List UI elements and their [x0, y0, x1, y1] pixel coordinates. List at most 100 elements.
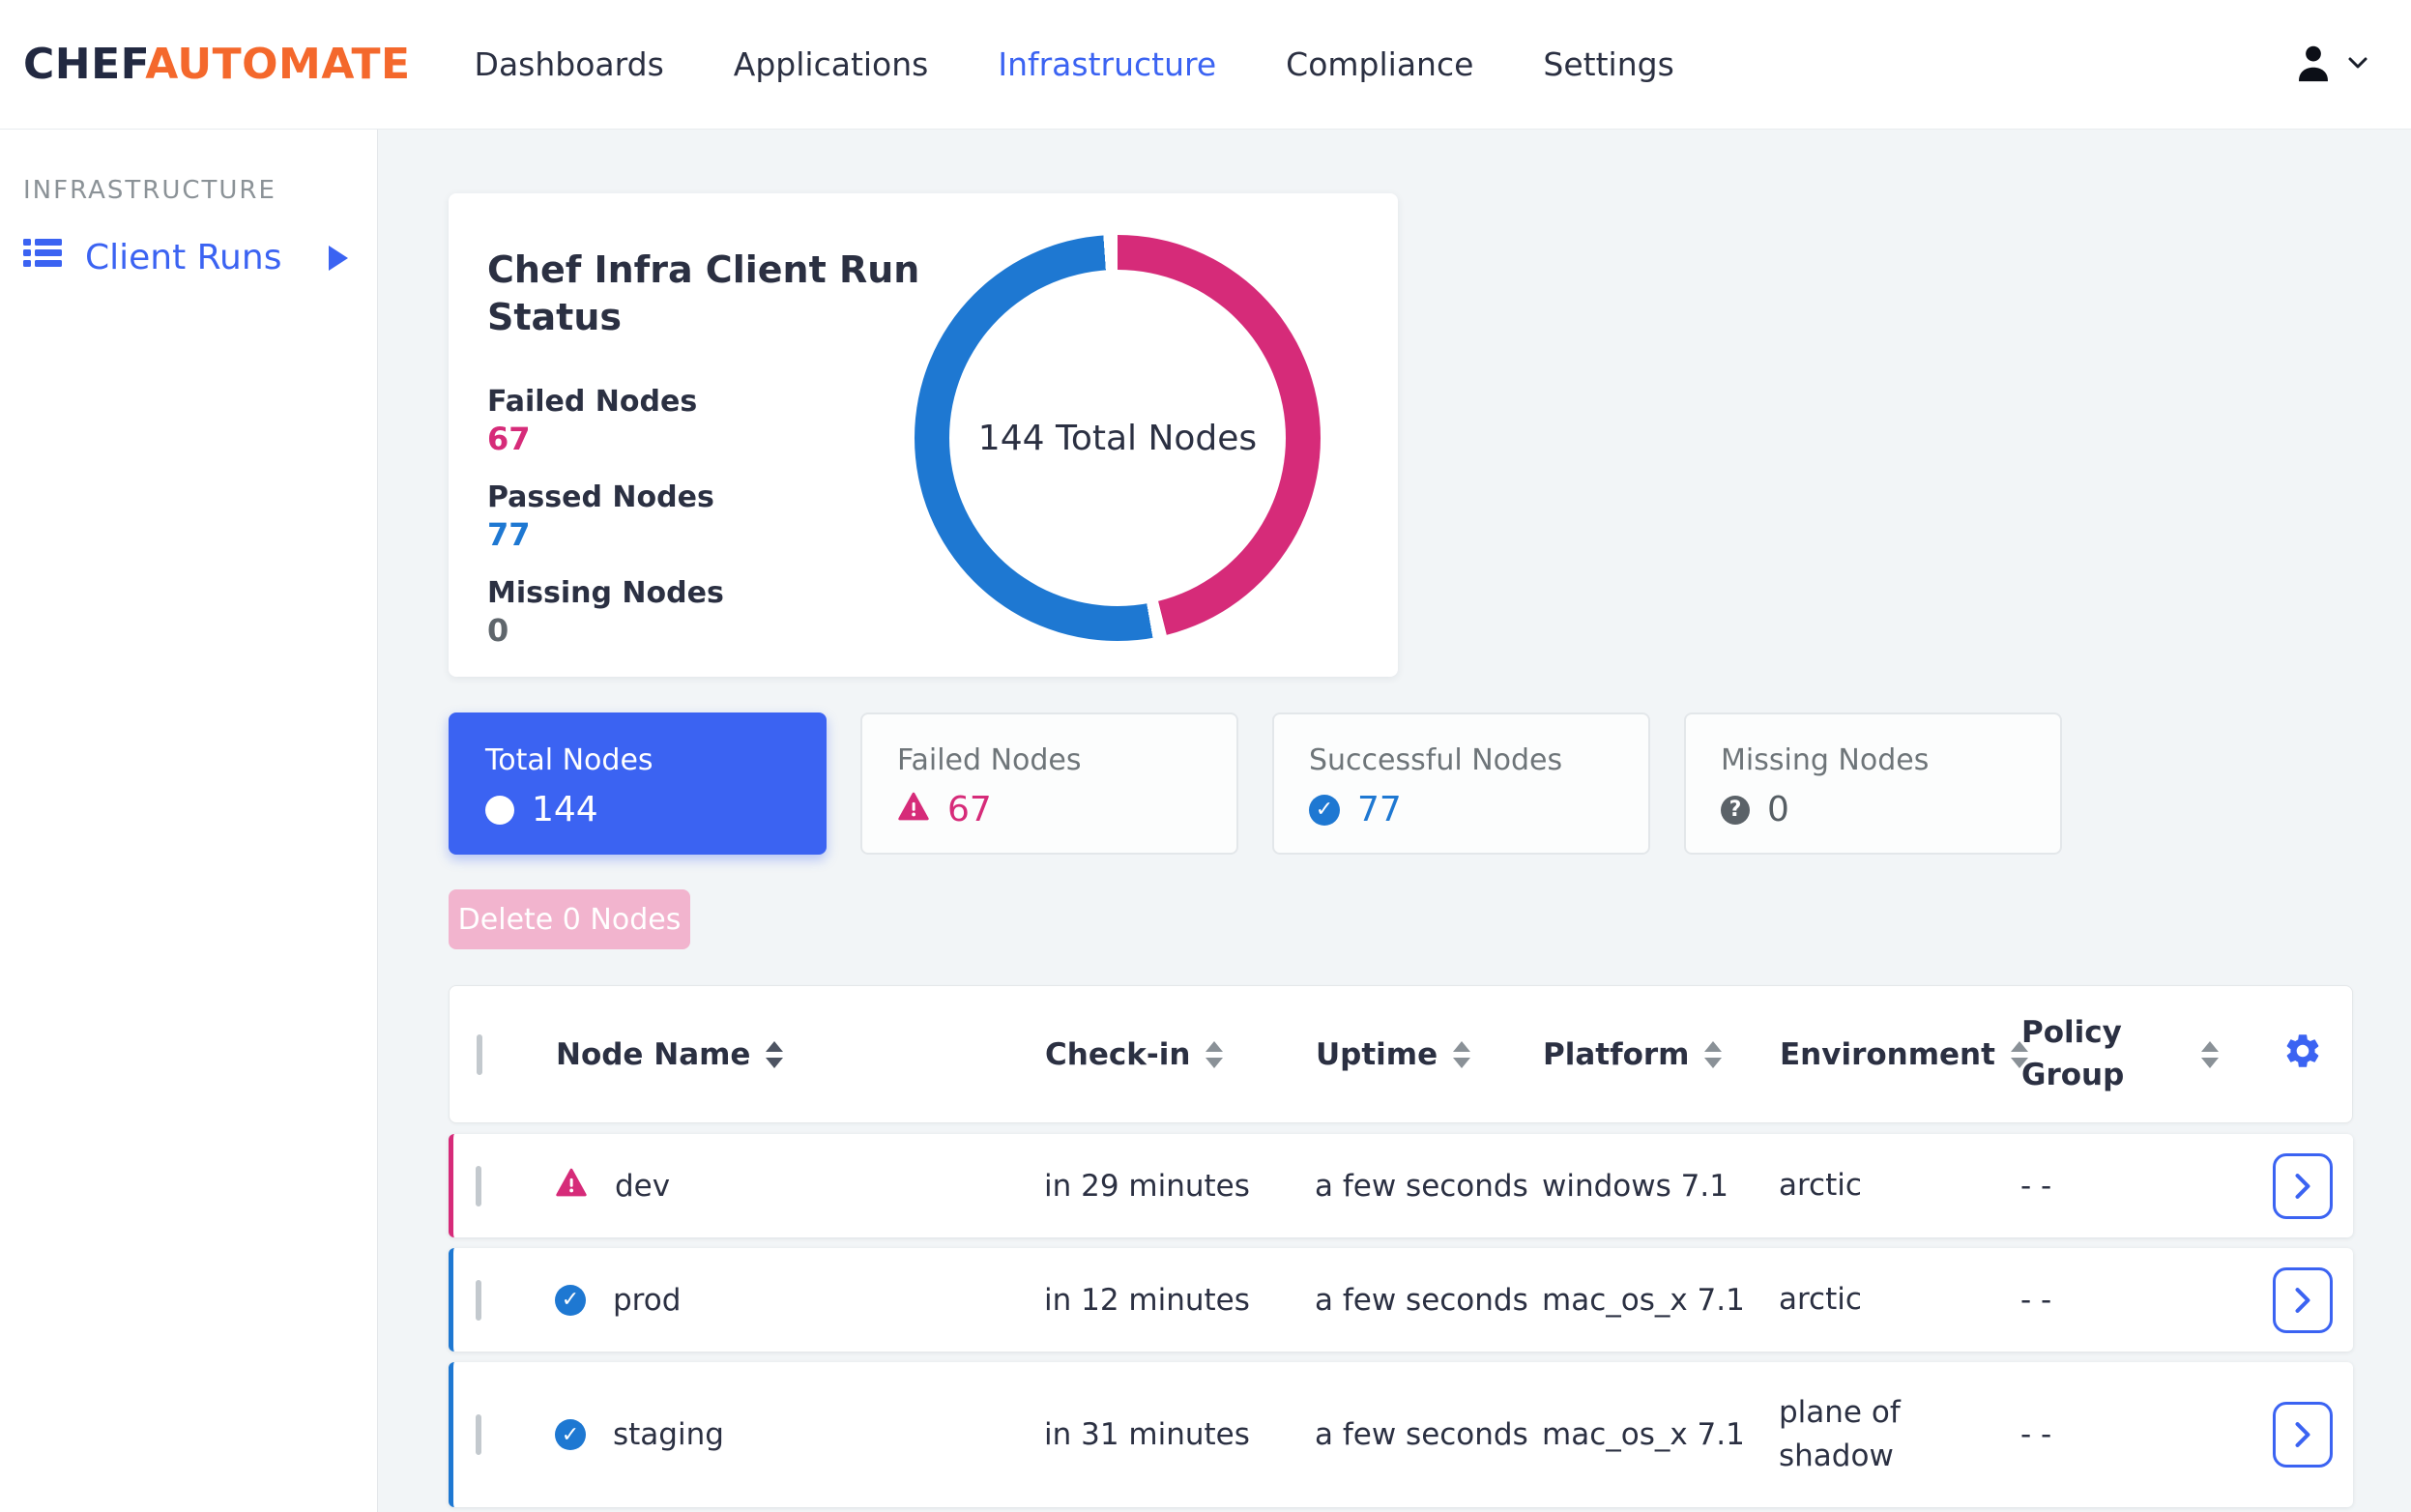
select-all-checkbox[interactable]	[477, 1033, 482, 1075]
node-environment: plane of shadow	[1779, 1395, 1901, 1473]
node-uptime: a few seconds	[1315, 1417, 1528, 1452]
circle-icon	[485, 795, 514, 825]
nodes-table: Node Name Check-in Uptime Platform Envir…	[449, 985, 2353, 1507]
sort-desc-icon	[2201, 1057, 2219, 1068]
filter-successful-nodes[interactable]: Successful Nodes ✓ 77	[1272, 712, 1650, 855]
app-logo[interactable]: CHEFAUTOMATE	[23, 40, 411, 89]
sort-control[interactable]	[2201, 1040, 2219, 1068]
nav-item-compliance[interactable]: Compliance	[1286, 45, 1474, 83]
passed-count: 77	[487, 516, 531, 554]
sort-desc-icon	[1453, 1057, 1471, 1068]
sort-control[interactable]	[1206, 1040, 1224, 1068]
row-expand-button[interactable]	[2273, 1402, 2333, 1468]
primary-nav: Dashboards Applications Infrastructure C…	[475, 45, 1674, 83]
column-header-platform[interactable]: Platform	[1543, 1037, 1780, 1072]
column-header-check-in[interactable]: Check-in	[1045, 1037, 1316, 1072]
table-row: dev in 29 minutes a few seconds windows …	[449, 1134, 2353, 1237]
sort-desc-icon	[1206, 1057, 1224, 1068]
row-expand-button[interactable]	[2273, 1266, 2333, 1333]
logo-chef: CHEF	[23, 40, 146, 89]
filter-failed-nodes[interactable]: Failed Nodes 67	[860, 712, 1238, 855]
column-header-policy-group[interactable]: Policy Group	[2021, 1012, 2263, 1096]
chevron-right-icon	[329, 245, 348, 271]
filter-total-nodes[interactable]: Total Nodes 144	[449, 712, 827, 855]
column-header-uptime[interactable]: Uptime	[1316, 1037, 1543, 1072]
row-expand-button[interactable]	[2273, 1152, 2333, 1219]
app-header: CHEFAUTOMATE Dashboards Applications Inf…	[0, 0, 2411, 130]
warning-icon	[897, 790, 930, 829]
sort-control[interactable]	[1704, 1040, 1723, 1068]
chevron-down-icon	[2347, 55, 2368, 73]
successful-nodes-count: 77	[1357, 790, 1402, 829]
client-runs-list-icon	[23, 236, 62, 279]
check-circle-icon: ✓	[1309, 794, 1340, 826]
sort-control[interactable]	[2010, 1040, 2028, 1068]
delete-nodes-button[interactable]: Delete 0 Nodes	[449, 889, 690, 949]
sort-asc-icon	[2010, 1040, 2028, 1052]
legend-item-missing: Missing Nodes 0	[487, 574, 1398, 649]
node-environment: arctic	[1779, 1168, 1862, 1204]
node-checkin: in 12 minutes	[1044, 1282, 1250, 1318]
failed-nodes-count: 67	[947, 790, 992, 829]
sidebar-item-client-runs[interactable]: Client Runs	[0, 236, 377, 279]
sort-asc-icon	[766, 1040, 784, 1052]
nav-item-dashboards[interactable]: Dashboards	[474, 45, 664, 83]
node-checkin: in 31 minutes	[1044, 1417, 1250, 1452]
node-policy-group: - -	[2020, 1168, 2052, 1204]
node-policy-group: - -	[2020, 1282, 2052, 1318]
sort-desc-icon	[1704, 1057, 1723, 1068]
sort-asc-icon	[1704, 1040, 1723, 1052]
sort-asc-icon	[1206, 1040, 1224, 1052]
node-checkin: in 29 minutes	[1044, 1168, 1250, 1204]
failed-count: 67	[487, 421, 531, 458]
sidebar: INFRASTRUCTURE Client Runs	[0, 130, 378, 1512]
sidebar-item-label: Client Runs	[85, 238, 282, 277]
node-uptime: a few seconds	[1315, 1282, 1528, 1318]
sort-asc-icon	[2201, 1040, 2219, 1052]
table-header-row: Node Name Check-in Uptime Platform Envir…	[449, 985, 2353, 1123]
node-platform: mac_os_x 7.1	[1542, 1417, 1745, 1452]
sort-control[interactable]	[766, 1040, 784, 1068]
node-platform: mac_os_x 7.1	[1542, 1282, 1745, 1318]
row-checkbox[interactable]	[476, 1165, 481, 1207]
node-name: dev	[615, 1168, 671, 1204]
filter-missing-nodes[interactable]: Missing Nodes ? 0	[1684, 712, 2062, 855]
logo-automate: AUTOMATE	[145, 40, 411, 89]
check-circle-icon: ✓	[555, 1419, 586, 1450]
node-platform: windows 7.1	[1542, 1168, 1728, 1204]
row-checkbox[interactable]	[476, 1414, 481, 1455]
sort-desc-icon	[766, 1057, 784, 1068]
donut-center-label: 144 Total Nodes	[949, 270, 1286, 606]
gear-icon	[2282, 1031, 2323, 1079]
table-row: ✓ prod in 12 minutes a few seconds mac_o…	[449, 1248, 2353, 1352]
client-run-donut-chart: 144 Total Nodes	[915, 235, 1321, 641]
node-uptime: a few seconds	[1315, 1168, 1528, 1204]
legend-item-passed: Passed Nodes 77	[487, 479, 1398, 553]
table-row: ✓ staging in 31 minutes a few seconds ma…	[449, 1362, 2353, 1507]
table-settings-button[interactable]	[2263, 1031, 2352, 1079]
node-name: prod	[613, 1282, 682, 1318]
main-content: Chef Infra Client Run Status Failed Node…	[378, 130, 2411, 1512]
sort-control[interactable]	[1453, 1040, 1471, 1068]
nav-item-settings[interactable]: Settings	[1543, 45, 1674, 83]
sort-desc-icon	[2010, 1057, 2028, 1068]
question-circle-icon: ?	[1721, 795, 1750, 825]
status-legend: Failed Nodes 67 Passed Nodes 77 Missing …	[487, 383, 1398, 649]
client-run-status-card: Chef Infra Client Run Status Failed Node…	[449, 193, 1398, 677]
warning-icon	[555, 1168, 588, 1205]
sort-asc-icon	[1453, 1040, 1471, 1052]
nav-item-infrastructure[interactable]: Infrastructure	[998, 45, 1217, 83]
sidebar-section-label: INFRASTRUCTURE	[23, 176, 276, 205]
node-name: staging	[613, 1417, 724, 1452]
total-nodes-count: 144	[532, 790, 598, 829]
column-header-environment[interactable]: Environment	[1780, 1037, 2028, 1072]
node-policy-group: - -	[2020, 1417, 2052, 1452]
user-icon	[2291, 41, 2336, 89]
user-menu[interactable]	[2291, 41, 2368, 89]
status-filter-row: Total Nodes 144 Failed Nodes 67 Successf…	[449, 712, 2411, 855]
column-header-node-name[interactable]: Node Name	[556, 1037, 1045, 1072]
nav-item-applications[interactable]: Applications	[733, 45, 929, 83]
row-checkbox[interactable]	[476, 1279, 481, 1321]
node-environment: arctic	[1779, 1282, 1862, 1318]
card-title: Chef Infra Client Run Status	[487, 248, 920, 338]
